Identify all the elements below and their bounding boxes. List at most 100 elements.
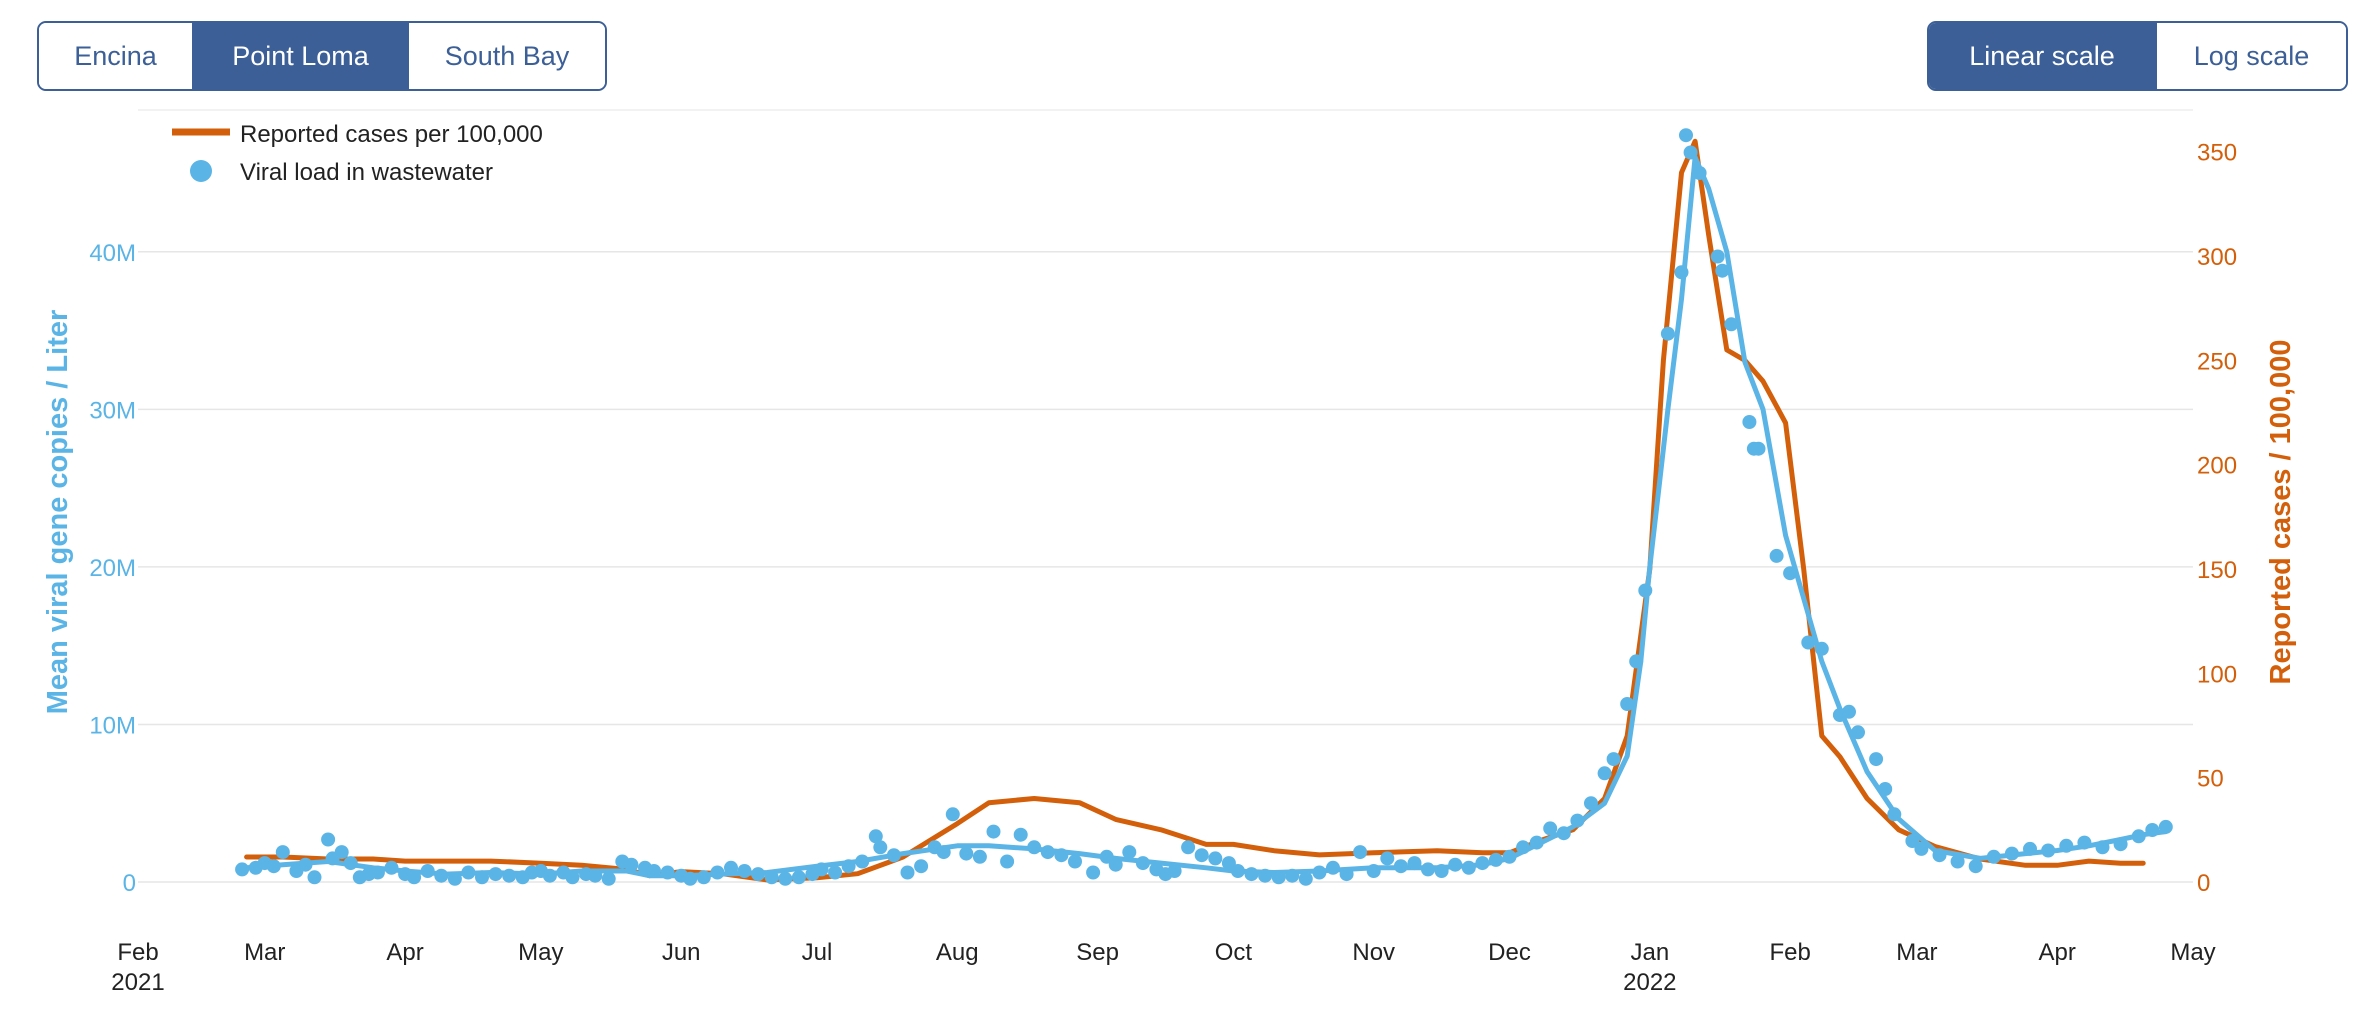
linear-scale-button[interactable]: Linear scale bbox=[1929, 23, 2155, 89]
viral-load-marker bbox=[1842, 704, 1856, 719]
right-tick-label: 200 bbox=[2197, 453, 2237, 480]
viral-load-marker bbox=[624, 857, 639, 872]
viral-load-marker bbox=[1434, 864, 1449, 878]
x-tick-label: Feb bbox=[117, 939, 158, 966]
viral-load-marker bbox=[2158, 819, 2173, 834]
viral-load-marker bbox=[1013, 827, 1028, 842]
viral-load-marker bbox=[235, 862, 250, 877]
viral-load-marker bbox=[1674, 265, 1689, 280]
x-tick-year-label: 2021 bbox=[111, 969, 164, 996]
viral-load-marker bbox=[945, 807, 960, 822]
scale-selector: Linear scale Log scale bbox=[1927, 21, 2348, 91]
viral-load-marker bbox=[1258, 868, 1273, 883]
viral-load-marker bbox=[828, 865, 843, 880]
viral-load-marker bbox=[1814, 641, 1829, 656]
viral-load-marker bbox=[1543, 821, 1558, 836]
viral-load-marker bbox=[873, 840, 888, 855]
viral-load-marker bbox=[2023, 841, 2037, 856]
viral-load-marker bbox=[502, 868, 517, 883]
viral-load-marker bbox=[1905, 834, 1920, 848]
log-scale-button[interactable]: Log scale bbox=[2155, 23, 2346, 89]
viral-load-marker bbox=[2077, 835, 2092, 850]
site-button-encina[interactable]: Encina bbox=[39, 23, 192, 89]
legend: Reported cases per 100,000 Viral load in… bbox=[172, 121, 543, 186]
viral-load-marker bbox=[1679, 128, 1693, 143]
viral-load-marker bbox=[1312, 865, 1327, 880]
right-tick-label: 250 bbox=[2197, 348, 2237, 375]
right-axis-title: Reported cases / 100,000 bbox=[2265, 340, 2297, 685]
viral-load-marker bbox=[307, 870, 322, 885]
viral-load-marker bbox=[1801, 635, 1816, 650]
grid bbox=[138, 109, 2193, 883]
x-tick-label: Nov bbox=[1352, 939, 1395, 966]
viral-load-marker bbox=[1570, 813, 1585, 828]
site-button-south-bay[interactable]: South Bay bbox=[407, 23, 605, 89]
viral-load-marker bbox=[1986, 849, 2001, 864]
legend-viral-label: Viral load in wastewater bbox=[240, 159, 493, 186]
left-axis-title: Mean viral gene copies / Liter bbox=[42, 310, 74, 715]
series bbox=[235, 128, 2173, 886]
viral-load-marker bbox=[1715, 263, 1730, 278]
viral-load-marker bbox=[1488, 852, 1503, 867]
viral-load-marker bbox=[420, 864, 435, 878]
viral-load-marker bbox=[1054, 848, 1069, 863]
legend-viral-swatch bbox=[190, 160, 212, 182]
viral-load-marker bbox=[2113, 837, 2128, 852]
viral-load-marker bbox=[488, 867, 503, 882]
viral-load-marker bbox=[1167, 864, 1182, 878]
right-tick-label: 100 bbox=[2197, 661, 2237, 688]
viral-load-marker bbox=[660, 865, 675, 880]
viral-load-marker bbox=[1040, 845, 1055, 860]
viral-load-marker bbox=[1751, 441, 1766, 456]
viral-load-marker bbox=[959, 846, 974, 861]
viral-load-marker bbox=[1597, 766, 1612, 781]
viral-load-marker bbox=[1584, 796, 1598, 811]
viral-load-marker bbox=[1208, 851, 1223, 866]
viral-load-marker bbox=[1027, 840, 1042, 855]
x-tick-label: Oct bbox=[1215, 939, 1253, 966]
viral-load-marker bbox=[1194, 848, 1209, 863]
viral-load-marker bbox=[986, 824, 1001, 839]
viral-load-marker bbox=[647, 864, 661, 878]
viral-load-marker bbox=[1950, 854, 1965, 869]
viral-load-marker bbox=[1869, 752, 1884, 767]
viral-load-marker bbox=[298, 857, 313, 872]
x-tick-label: Jul bbox=[802, 939, 833, 966]
viral-load-marker bbox=[588, 868, 603, 883]
viral-load-marker bbox=[696, 870, 711, 885]
viral-load-marker bbox=[1353, 845, 1368, 860]
viral-load-marker bbox=[751, 867, 766, 882]
x-tick-label: Aug bbox=[936, 939, 979, 966]
viral-load-marker bbox=[1742, 415, 1757, 429]
viral-load-marker bbox=[1135, 856, 1150, 871]
viral-load-marker bbox=[1068, 854, 1082, 869]
viral-load-marker bbox=[565, 870, 580, 885]
x-tick-label: Apr bbox=[386, 939, 423, 966]
viral-load-marker bbox=[1407, 856, 1422, 871]
viral-load-marker bbox=[601, 871, 616, 886]
viral-load-marker bbox=[407, 870, 422, 885]
site-button-point-loma[interactable]: Point Loma bbox=[192, 23, 407, 89]
right-tick-label: 150 bbox=[2197, 557, 2237, 584]
viral-load-marker bbox=[855, 854, 870, 869]
x-tick-label: Jan bbox=[1630, 939, 1669, 966]
viral-load-marker bbox=[791, 870, 806, 885]
viral-load-marker bbox=[2059, 838, 2074, 853]
viral-load-marker bbox=[1271, 870, 1286, 885]
viral-load-marker bbox=[1221, 856, 1236, 871]
viral-load-marker bbox=[737, 864, 752, 878]
viral-load-marker bbox=[1968, 859, 1983, 874]
viral-load-marker bbox=[1556, 826, 1571, 841]
viral-load-marker bbox=[1285, 868, 1300, 883]
viral-load-marker bbox=[370, 865, 385, 880]
viral-load-marker bbox=[2004, 846, 2019, 861]
viral-load-marker bbox=[542, 868, 557, 883]
viral-load-marker bbox=[1769, 548, 1784, 563]
left-tick-label: 10M bbox=[89, 712, 136, 739]
viral-load-marker bbox=[1783, 566, 1798, 581]
viral-load-line bbox=[244, 154, 2169, 879]
viral-load-marker bbox=[1393, 859, 1408, 874]
viral-load-marker bbox=[972, 849, 987, 864]
viral-load-marker bbox=[1620, 697, 1635, 711]
